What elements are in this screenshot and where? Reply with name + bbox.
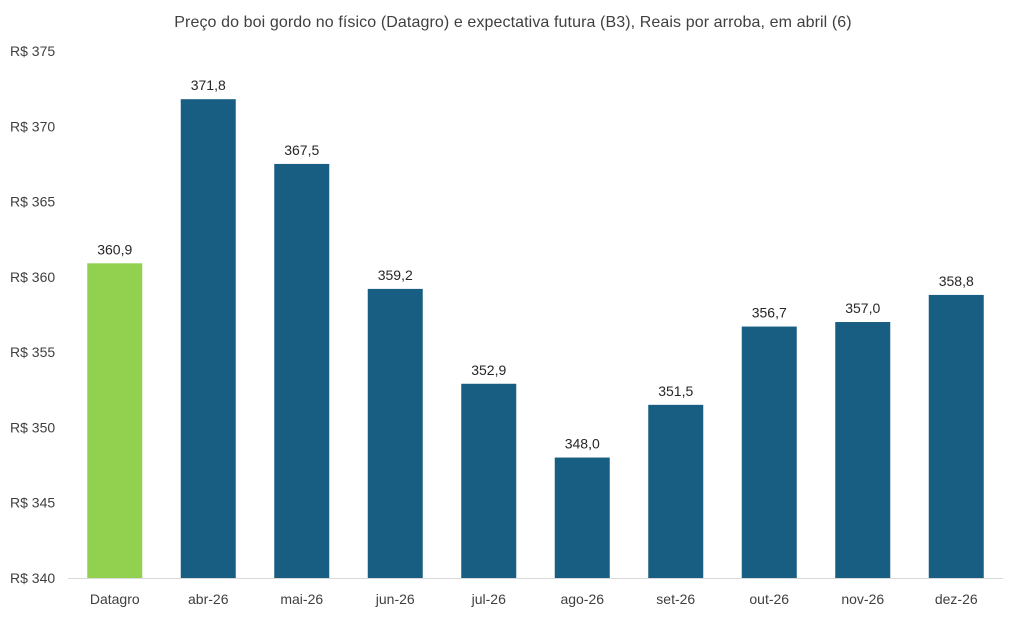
bar-nov-26 — [835, 322, 891, 578]
x-tick-label: set-26 — [656, 591, 695, 607]
data-label: 352,9 — [471, 362, 506, 378]
bar-ago-26 — [554, 457, 610, 578]
data-label: 359,2 — [378, 267, 413, 283]
data-label: 357,0 — [845, 300, 880, 316]
data-label: 351,5 — [658, 383, 693, 399]
bar-mai-26 — [274, 163, 330, 578]
x-tick-label: jun-26 — [375, 591, 415, 607]
data-label: 360,9 — [97, 241, 132, 257]
y-tick-label: R$ 355 — [10, 344, 55, 360]
bar-jul-26 — [461, 383, 517, 578]
x-tick-label: out-26 — [749, 591, 789, 607]
data-label: 348,0 — [565, 436, 600, 452]
y-tick-label: R$ 350 — [10, 419, 55, 435]
y-tick-label: R$ 360 — [10, 269, 55, 285]
y-tick-label: R$ 345 — [10, 495, 55, 511]
x-tick-label: jul-26 — [471, 591, 506, 607]
chart-title: Preço do boi gordo no físico (Datagro) e… — [174, 14, 852, 31]
y-tick-label: R$ 340 — [10, 570, 55, 586]
x-tick-label: dez-26 — [935, 591, 978, 607]
x-tick-label: abr-26 — [188, 591, 229, 607]
y-tick-label: R$ 370 — [10, 118, 55, 134]
bar-out-26 — [741, 326, 797, 578]
x-tick-label: ago-26 — [560, 591, 604, 607]
bar-abr-26 — [180, 99, 236, 578]
data-label: 371,8 — [191, 77, 226, 93]
data-label: 356,7 — [752, 305, 787, 321]
y-tick-label: R$ 365 — [10, 194, 55, 210]
data-label: 367,5 — [284, 142, 319, 158]
bar-jun-26 — [367, 288, 423, 578]
x-tick-label: nov-26 — [841, 591, 884, 607]
x-tick-label: Datagro — [90, 591, 140, 607]
bar-dez-26 — [928, 294, 984, 578]
bar-set-26 — [648, 404, 704, 578]
data-label: 358,8 — [939, 273, 974, 289]
bar-datagro — [87, 263, 143, 578]
x-tick-label: mai-26 — [280, 591, 323, 607]
y-tick-label: R$ 375 — [10, 43, 55, 59]
